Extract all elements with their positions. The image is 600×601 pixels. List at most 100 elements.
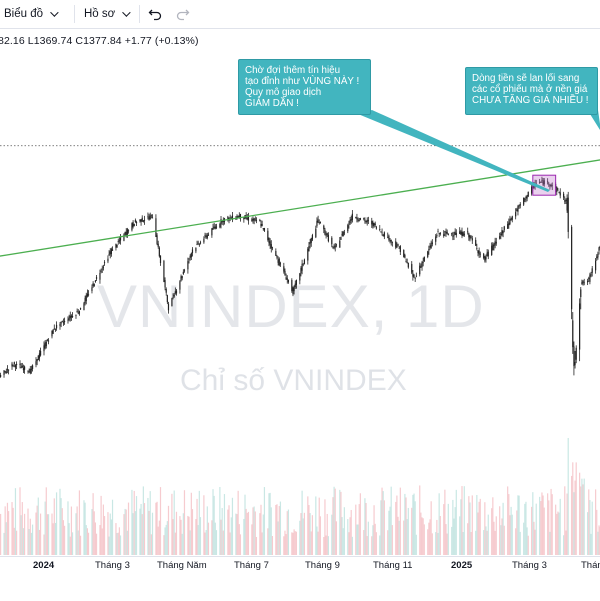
volume-bar bbox=[568, 438, 569, 555]
volume-bar bbox=[174, 491, 175, 555]
volume-bar bbox=[139, 509, 140, 555]
candle-body bbox=[200, 242, 201, 243]
candle-body bbox=[423, 262, 424, 263]
volume-bar bbox=[324, 499, 325, 555]
candle-body bbox=[316, 221, 317, 226]
chevron-down-icon bbox=[122, 8, 130, 16]
volume-bar bbox=[147, 498, 148, 555]
candle-body bbox=[395, 241, 396, 247]
candle-body bbox=[61, 322, 62, 324]
volume-bar bbox=[332, 497, 333, 555]
candle-body bbox=[27, 371, 28, 372]
candle-body bbox=[584, 282, 585, 283]
candle-body bbox=[400, 246, 401, 252]
candle-body bbox=[404, 255, 405, 258]
candle-body bbox=[187, 261, 188, 269]
candle-body bbox=[323, 226, 324, 230]
candle-body bbox=[79, 311, 80, 313]
volume-bar bbox=[388, 511, 389, 555]
volume-bar bbox=[37, 506, 38, 555]
volume-bar bbox=[142, 514, 143, 555]
candle-body bbox=[163, 261, 164, 282]
candle-body bbox=[598, 247, 599, 250]
candle-body bbox=[380, 232, 381, 233]
volume-bar bbox=[276, 504, 277, 555]
volume-bar bbox=[163, 535, 164, 555]
candle-body bbox=[78, 313, 79, 314]
candle-body bbox=[381, 233, 382, 234]
annotation-callout-rotation[interactable]: Dòng tiền sẽ lan lối sang các cổ phiếu m… bbox=[465, 67, 598, 115]
volume-bar bbox=[424, 524, 425, 555]
candle-body bbox=[515, 212, 516, 216]
candle-body bbox=[248, 217, 249, 221]
candle-body bbox=[254, 218, 255, 221]
candle-body bbox=[308, 246, 309, 251]
volume-bar bbox=[268, 493, 269, 555]
candle-body bbox=[116, 245, 117, 247]
volume-bar bbox=[499, 506, 500, 555]
volume-bar bbox=[479, 502, 480, 555]
candle-body bbox=[558, 192, 559, 193]
volume-bar bbox=[348, 532, 349, 555]
candle-body bbox=[597, 254, 598, 257]
candle-body bbox=[428, 249, 429, 251]
volume-bar bbox=[207, 506, 208, 555]
volume-bar bbox=[239, 524, 240, 555]
candle-body bbox=[264, 228, 265, 231]
volume-bar bbox=[220, 520, 221, 555]
volume-bar bbox=[156, 502, 157, 555]
candle-body bbox=[55, 329, 56, 330]
candle-body bbox=[110, 251, 111, 254]
candle-body bbox=[204, 235, 205, 236]
candle-body bbox=[526, 195, 527, 198]
candle-body bbox=[256, 220, 257, 221]
profile-menu-button[interactable]: Hồ sơ bbox=[84, 4, 128, 24]
candle-body bbox=[483, 254, 484, 258]
candle-body bbox=[94, 284, 95, 286]
candle-body bbox=[62, 321, 63, 322]
volume-bar bbox=[412, 495, 413, 555]
candle-body bbox=[364, 219, 365, 221]
volume-bar bbox=[495, 531, 496, 555]
volume-bar bbox=[232, 498, 233, 555]
undo-icon[interactable] bbox=[148, 4, 162, 24]
volume-bar bbox=[541, 492, 542, 555]
volume-bar bbox=[283, 536, 284, 555]
candle-body bbox=[86, 295, 87, 301]
volume-bar bbox=[243, 519, 244, 555]
candle-body bbox=[352, 214, 353, 220]
candle-body bbox=[215, 227, 216, 229]
price-chart[interactable] bbox=[0, 50, 600, 555]
candle-body bbox=[407, 262, 408, 263]
volume-bar bbox=[368, 522, 369, 555]
volume-bar bbox=[155, 503, 156, 555]
candle-body bbox=[47, 341, 48, 342]
volume-bar bbox=[187, 516, 188, 555]
annotation-callout-peak[interactable]: Chờ đợi thêm tín hiệu tạo đỉnh như VÙNG … bbox=[238, 59, 371, 115]
candle-body bbox=[56, 325, 57, 328]
chart-menu-button[interactable]: Biểu đồ bbox=[4, 4, 56, 24]
candle-body bbox=[172, 297, 173, 298]
volume-bar bbox=[389, 507, 390, 555]
candle-body bbox=[319, 222, 320, 223]
volume-bar bbox=[294, 529, 295, 555]
candle-body bbox=[340, 237, 341, 240]
volume-bar bbox=[451, 527, 452, 555]
chart-pane[interactable]: VNINDEX, 1D Chỉ số VNINDEX Chờ đợi thêm … bbox=[0, 50, 600, 555]
candle-body bbox=[88, 294, 89, 295]
candle-body bbox=[139, 220, 140, 221]
volume-bar bbox=[335, 489, 336, 555]
volume-bar bbox=[259, 513, 260, 555]
volume-bar bbox=[411, 508, 412, 555]
redo-icon[interactable] bbox=[176, 4, 190, 24]
volume-bar bbox=[230, 532, 231, 555]
candle-body bbox=[445, 232, 446, 233]
toolbar-divider bbox=[74, 5, 75, 23]
volume-bar bbox=[216, 530, 217, 555]
volume-bar bbox=[132, 513, 133, 555]
candle-body bbox=[37, 359, 38, 361]
volume-bar bbox=[27, 509, 28, 555]
candle-body bbox=[132, 222, 133, 227]
candle-body bbox=[158, 244, 159, 247]
